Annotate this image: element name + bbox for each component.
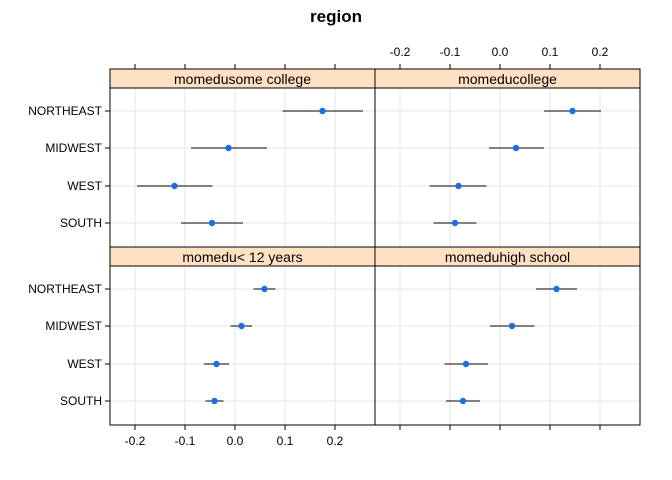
category-label: WEST — [67, 179, 102, 193]
estimate-point — [213, 360, 220, 368]
x-tick-label-top: 0.2 — [592, 45, 609, 59]
panel-strip-label: momeduhigh school — [445, 249, 570, 265]
estimate-point — [319, 107, 326, 115]
estimate-point — [211, 397, 218, 405]
category-label: MIDWEST — [45, 319, 102, 333]
category-label: NORTHEAST — [28, 104, 102, 118]
plot-area: momedusome college momeducollege momedu< 1… — [28, 45, 641, 448]
estimate-point — [569, 107, 576, 115]
x-tick-label-top: 0.0 — [492, 45, 509, 59]
estimate-point — [459, 397, 467, 405]
estimate-point — [261, 285, 268, 293]
category-label: SOUTH — [60, 394, 102, 408]
panel-strip-label: momeducollege — [458, 71, 557, 87]
estimate-point — [451, 219, 459, 227]
chart-title: region — [310, 7, 362, 26]
estimate-point — [455, 182, 462, 190]
x-tick-label-bottom: -0.2 — [125, 434, 146, 448]
category-label: WEST — [67, 357, 102, 371]
category-label: NORTHEAST — [28, 282, 102, 296]
estimate-point — [512, 144, 520, 152]
x-tick-label-top: -0.2 — [390, 45, 411, 59]
panel-strip-label: momedu< 12 years — [182, 249, 302, 265]
estimate-point — [225, 144, 232, 152]
estimate-point — [462, 360, 470, 368]
x-tick-label-bottom: 0.0 — [227, 434, 244, 448]
category-label: SOUTH — [60, 216, 102, 230]
x-tick-label-top: -0.1 — [440, 45, 461, 59]
estimate-point — [208, 219, 216, 227]
x-tick-label-bottom: 0.1 — [277, 434, 294, 448]
estimate-point — [553, 285, 560, 293]
estimate-point — [238, 322, 245, 330]
estimate-point — [171, 182, 178, 190]
estimate-point — [508, 322, 516, 330]
x-tick-label-bottom: 0.2 — [327, 434, 344, 448]
category-label: MIDWEST — [45, 141, 102, 155]
x-tick-label-bottom: -0.1 — [175, 434, 196, 448]
panel-strip-label: momedusome college — [174, 71, 311, 87]
x-tick-label-top: 0.1 — [542, 45, 559, 59]
